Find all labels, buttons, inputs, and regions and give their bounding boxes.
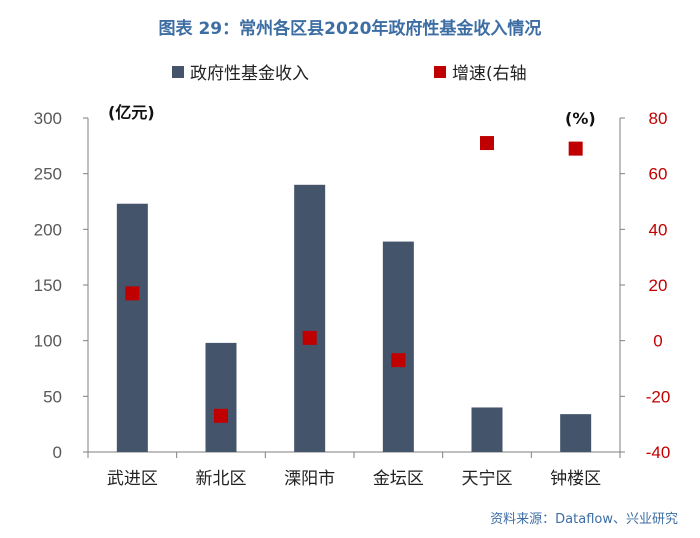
legend-marker-swatch [434,66,446,78]
bar [205,342,237,452]
growth-marker [125,286,140,301]
right-tick-label: -20 [646,387,671,406]
growth-marker [214,408,228,423]
right-tick-label: 0 [653,332,662,351]
legend-bar-label: 政府性基金收入 [190,64,309,84]
legend-bar-swatch [172,66,184,78]
left-axis-unit: (亿元) [108,103,155,122]
growth-marker [480,136,494,151]
right-axis-unit: (%) [565,109,596,128]
left-axis-ticks: 0 50 100 150 200 250 300 [34,109,88,462]
left-tick-label: 250 [34,165,62,184]
growth-marker [391,353,406,368]
left-tick-label: 150 [34,276,62,295]
bar [294,184,326,453]
left-tick-label: 200 [34,220,62,239]
left-tick-label: 100 [34,332,62,351]
bars-series [116,184,592,453]
right-tick-label: 40 [649,220,668,239]
chart-title: 图表 29：常州各区县2020年政府性基金收入情况 [158,19,542,39]
category-label: 武进区 [107,469,158,489]
markers-series [125,136,583,423]
category-label: 新北区 [196,469,247,489]
right-tick-label: 80 [649,109,668,128]
right-axis-ticks: -40 -20 0 20 40 60 80 [620,109,670,462]
category-label: 溧阳市 [284,469,335,489]
growth-marker [568,141,583,156]
growth-marker [302,330,317,345]
right-tick-label: 60 [649,165,668,184]
left-tick-label: 300 [34,109,62,128]
legend-marker-label: 增速(右轴 [452,64,527,84]
source-note: 资料来源：Dataflow、兴业研究 [490,512,678,527]
right-tick-label: 20 [649,276,668,295]
category-label: 天宁区 [462,469,513,489]
bar [560,414,592,452]
right-tick-label: -40 [646,443,671,462]
legend: 政府性基金收入 增速(右轴 [172,64,527,84]
left-tick-label: 50 [43,387,62,406]
bar [382,241,414,452]
bar [116,203,148,452]
bar [471,407,503,452]
axes [87,118,621,458]
category-label: 钟楼区 [550,469,601,489]
category-labels: 武进区 新北区 溧阳市 金坛区 天宁区 钟楼区 [107,469,601,489]
left-tick-label: 0 [53,443,62,462]
category-label: 金坛区 [373,469,424,489]
